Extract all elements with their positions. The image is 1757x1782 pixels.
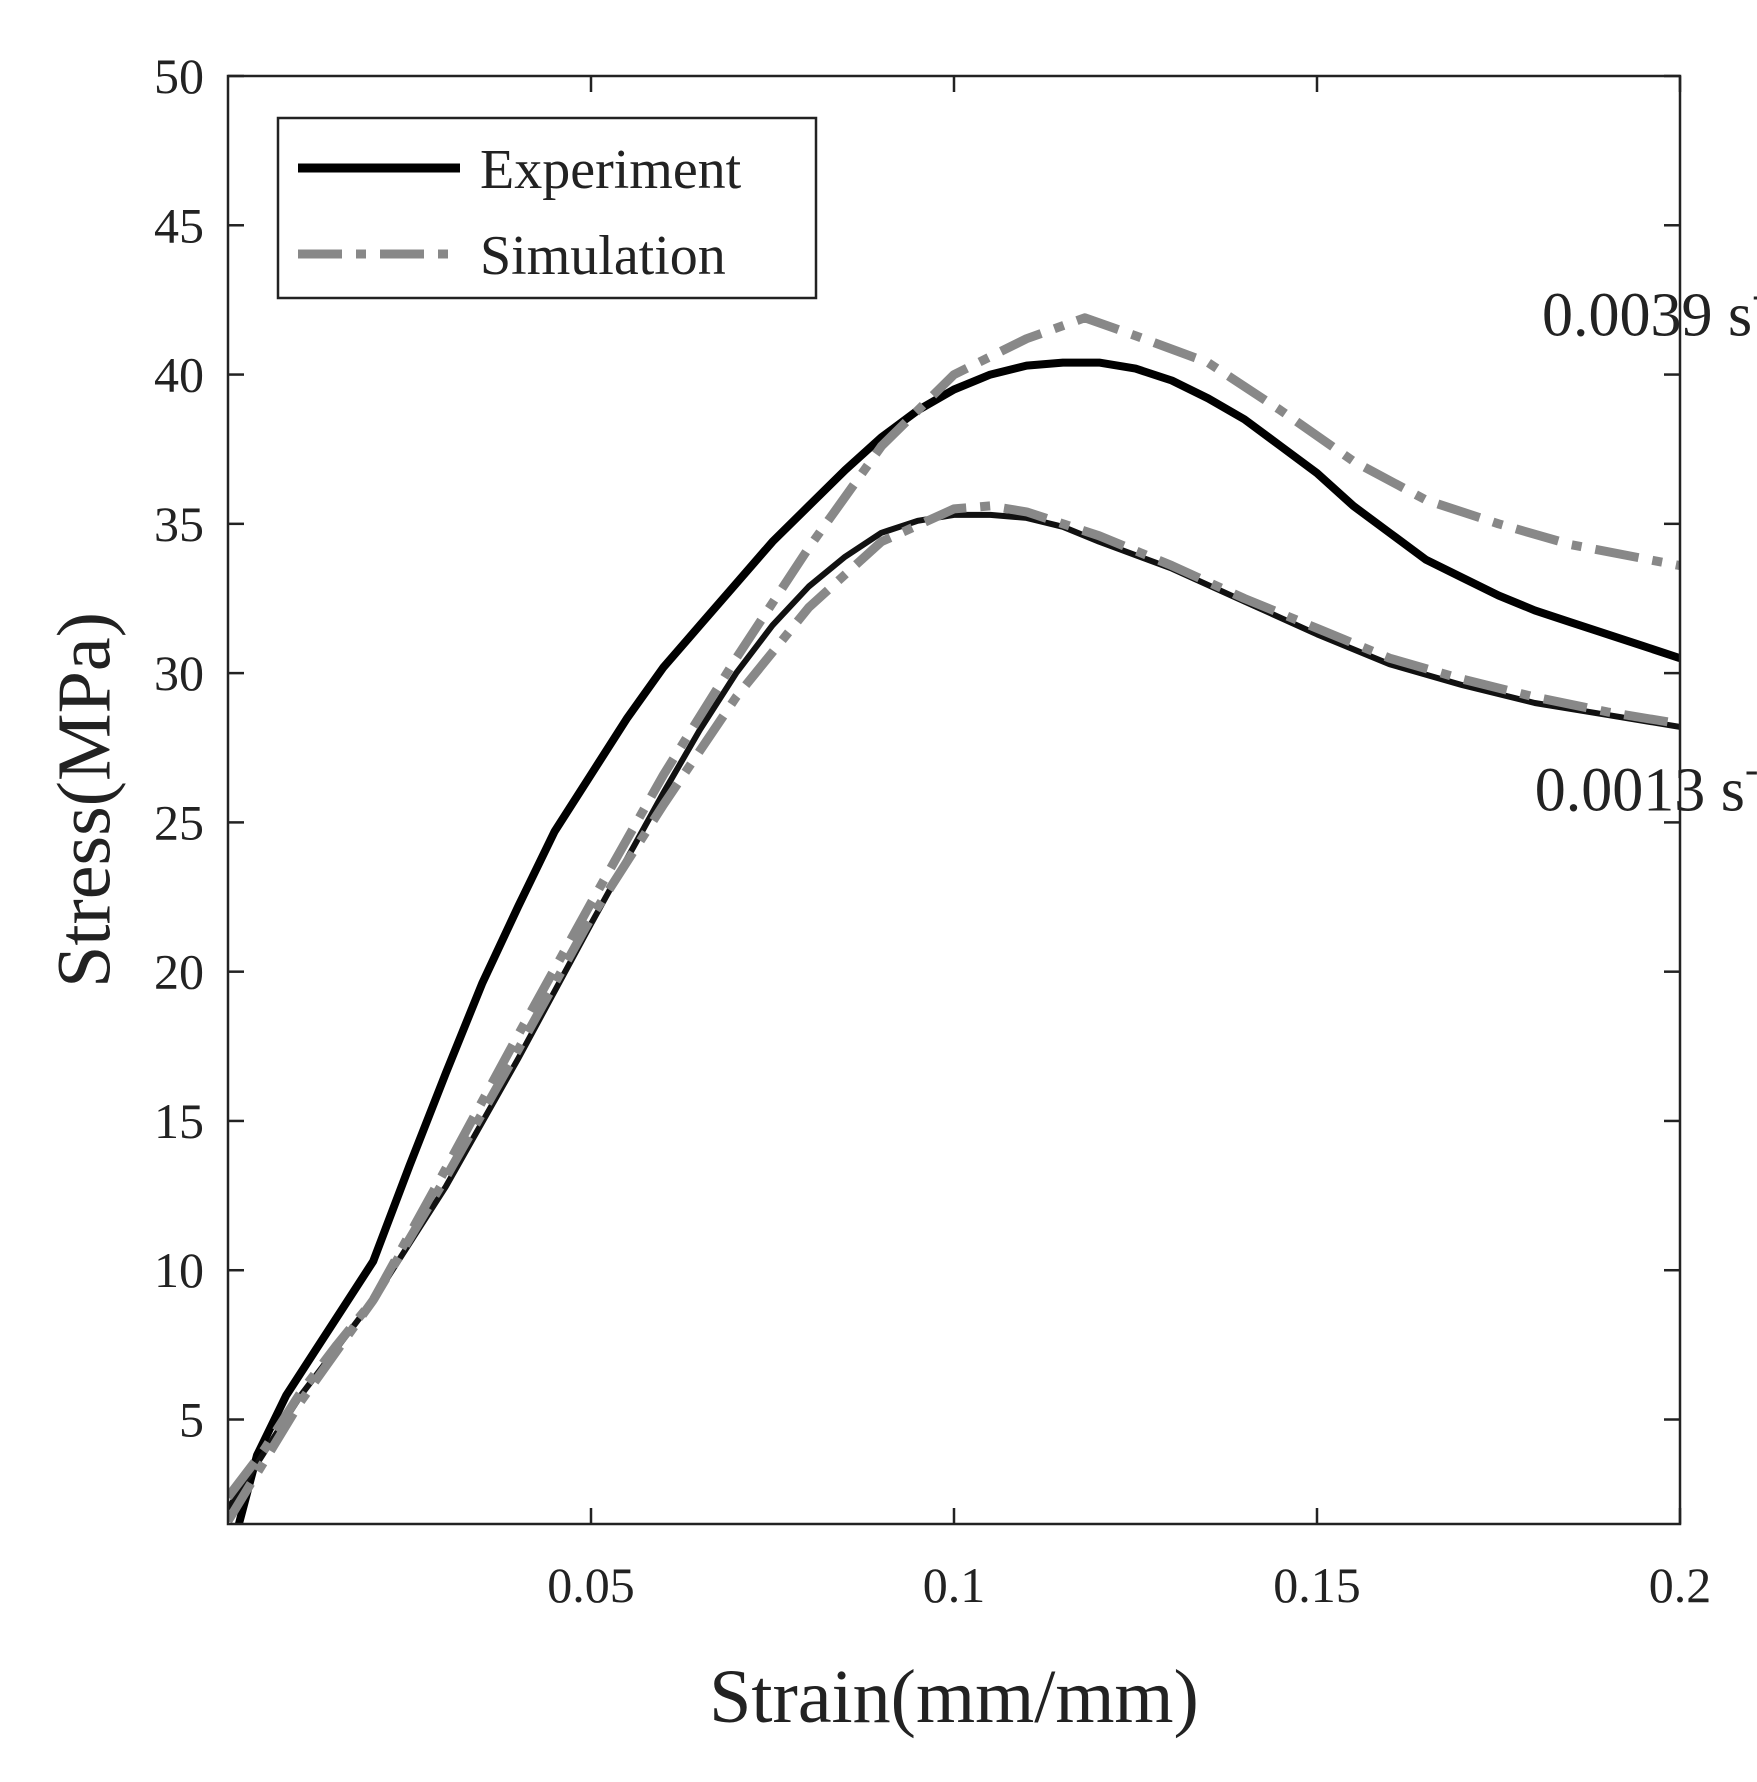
x-axis-label: Strain(mm/mm) [709,1655,1199,1739]
annotation-rate-0013-text: 0.0013 s [1535,756,1745,824]
annotation-rate-0039: 0.0039 s-1 [1542,272,1757,350]
legend-box [276,116,818,300]
y-tick-label-40: 40 [154,347,204,403]
y-tick-label-35: 35 [154,496,204,552]
series-line-simulation-0-0039-s-1 [228,313,1680,1500]
y-tick-label-5: 5 [179,1392,204,1448]
annotation-rate-0039-sup: -1 [1752,272,1757,317]
x-tick-label-0-2: 0.2 [1649,1557,1712,1613]
x-tick-label-0-1: 0.1 [923,1557,986,1613]
annotation-rate-0013: 0.0013 s-1 [1535,746,1757,824]
series-line-simulation-0-0013-s-1 [228,501,1680,1524]
x-tick-label-0-05: 0.05 [547,1557,635,1613]
axes-layer: 0.05 0.1 0.15 0.2 5 10 15 20 25 30 35 40 45 50 [154,48,1711,1613]
y-tick-label-25: 25 [154,794,204,850]
legend: Experiment Simulation [276,116,818,300]
legend-label-experiment: Experiment [480,139,742,201]
y-tick-label-45: 45 [154,197,204,253]
annotation-rate-0013-sup: -1 [1745,746,1757,791]
y-tick-label-10: 10 [154,1242,204,1298]
series-layer [228,313,1680,1524]
series-line-experiment-0-0039-s-1 [235,358,1680,1524]
y-tick-label-30: 30 [154,645,204,701]
y-axis-label: Stress(MPa) [42,612,126,988]
y-tick-label-15: 15 [154,1093,204,1149]
y-tick-label-20: 20 [154,944,204,1000]
legend-label-simulation: Simulation [480,225,726,287]
y-tick-label-50: 50 [154,48,204,104]
annotation-rate-0039-text: 0.0039 s [1542,282,1752,350]
x-tick-label-0-15: 0.15 [1273,1557,1361,1613]
